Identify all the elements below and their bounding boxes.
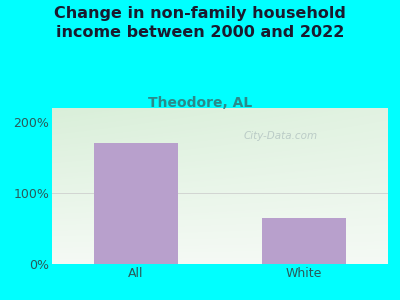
Bar [94,143,178,264]
Text: City-Data.com: City-Data.com [244,131,318,141]
Text: Theodore, AL: Theodore, AL [148,96,252,110]
Text: Change in non-family household
income between 2000 and 2022: Change in non-family household income be… [54,6,346,40]
Bar [262,218,346,264]
